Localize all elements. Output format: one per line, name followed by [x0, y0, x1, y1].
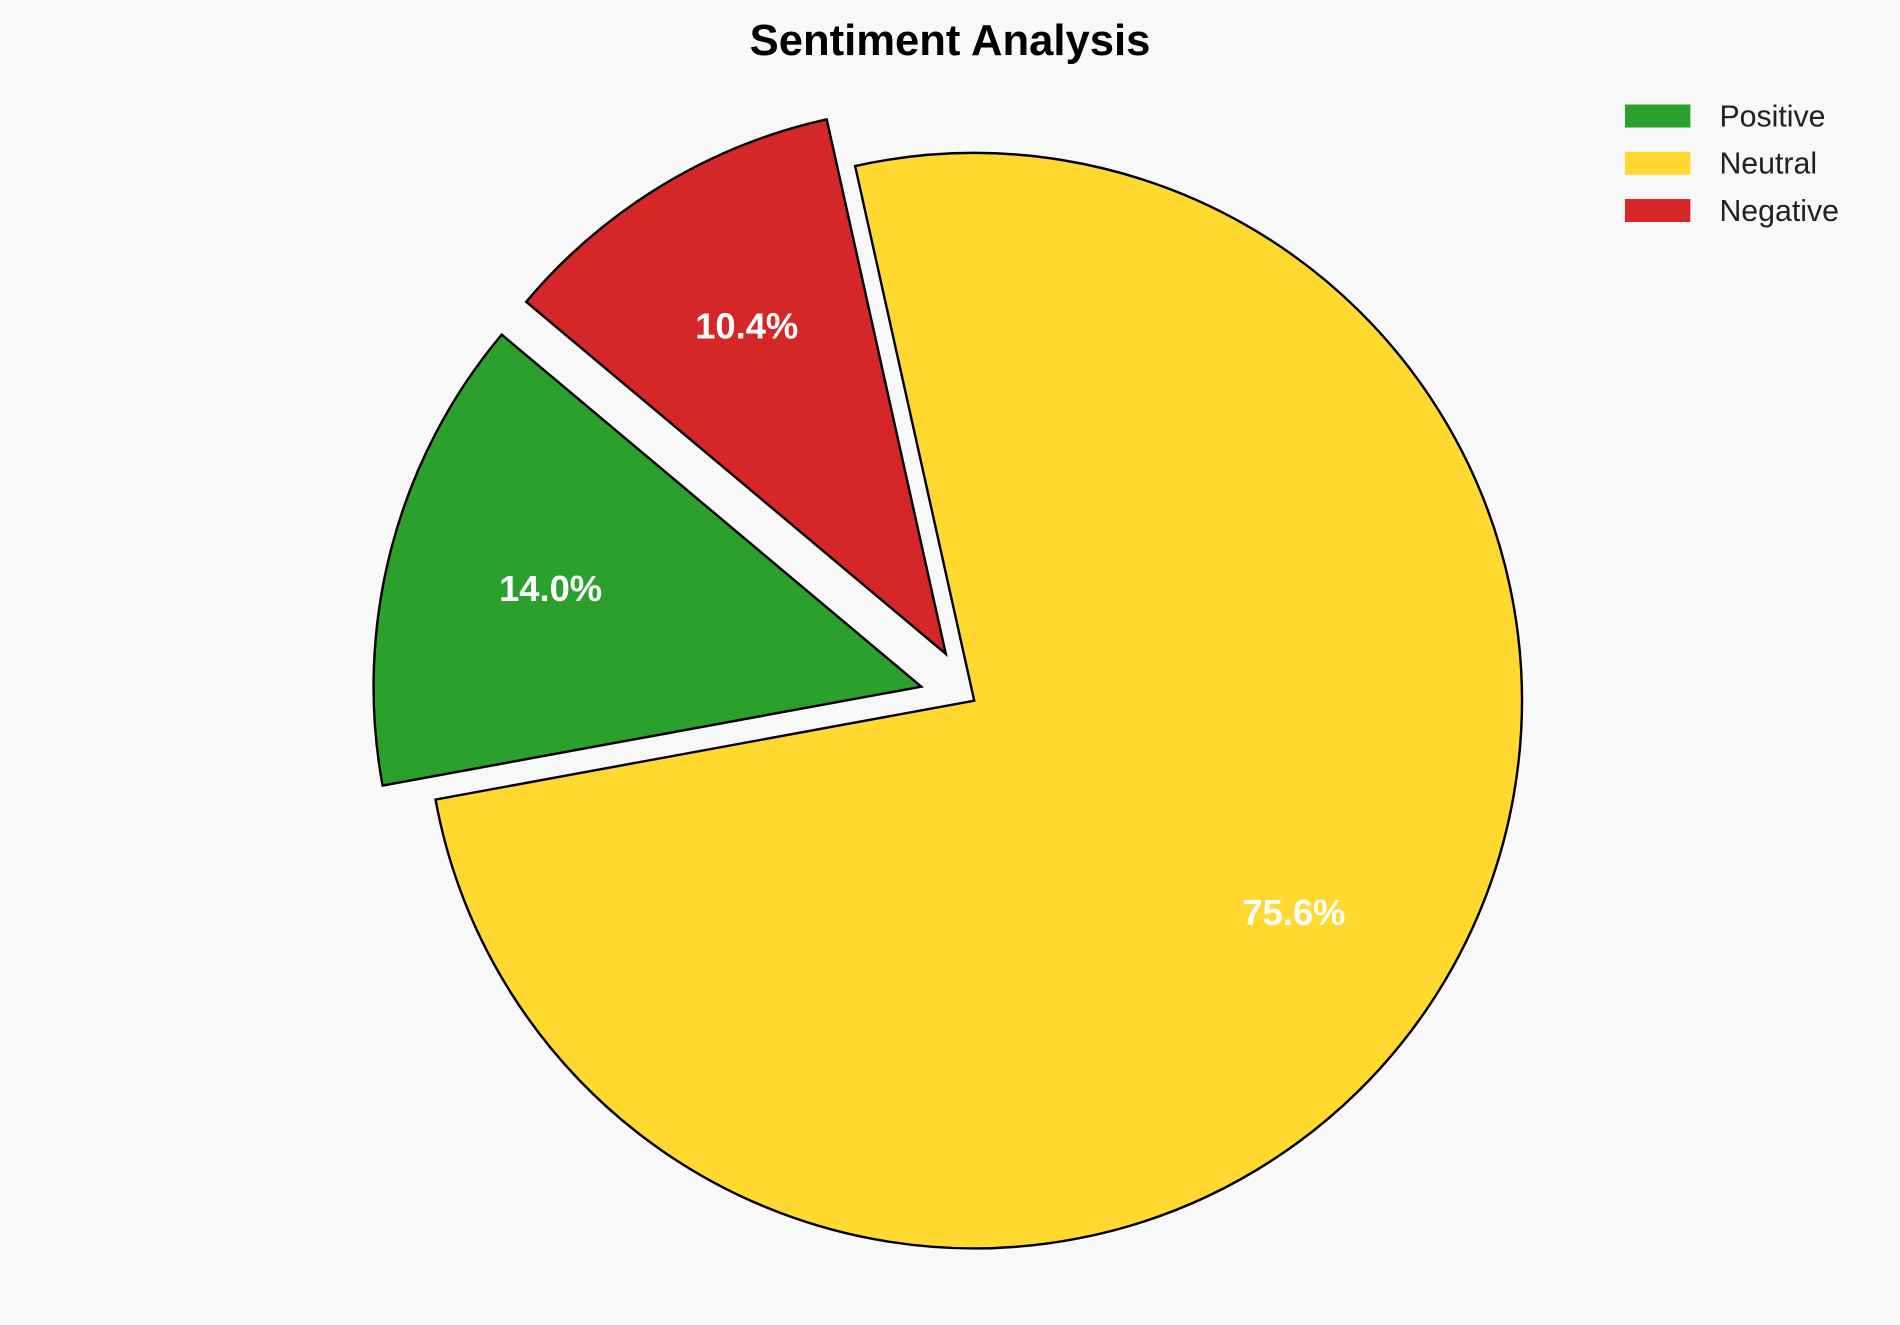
legend-swatch-positive — [1624, 104, 1691, 128]
slice-label-positive: 14.0% — [499, 568, 602, 609]
legend-label-negative: Negative — [1719, 195, 1839, 228]
chart-title: Sentiment Analysis — [750, 17, 1151, 65]
slice-label-negative: 10.4% — [695, 306, 798, 347]
legend: Positive Neutral Negative — [1624, 100, 1839, 228]
pie-slice-neutral — [434, 151, 1524, 1250]
legend-label-positive: Positive — [1719, 100, 1825, 133]
pie-slice-negative — [524, 117, 948, 658]
legend-swatch-negative — [1624, 199, 1691, 223]
legend-swatch-neutral — [1624, 151, 1691, 175]
legend-label-neutral: Neutral — [1719, 148, 1817, 181]
pie-slice-positive — [372, 332, 925, 787]
slice-label-neutral: 75.6% — [1242, 892, 1345, 933]
